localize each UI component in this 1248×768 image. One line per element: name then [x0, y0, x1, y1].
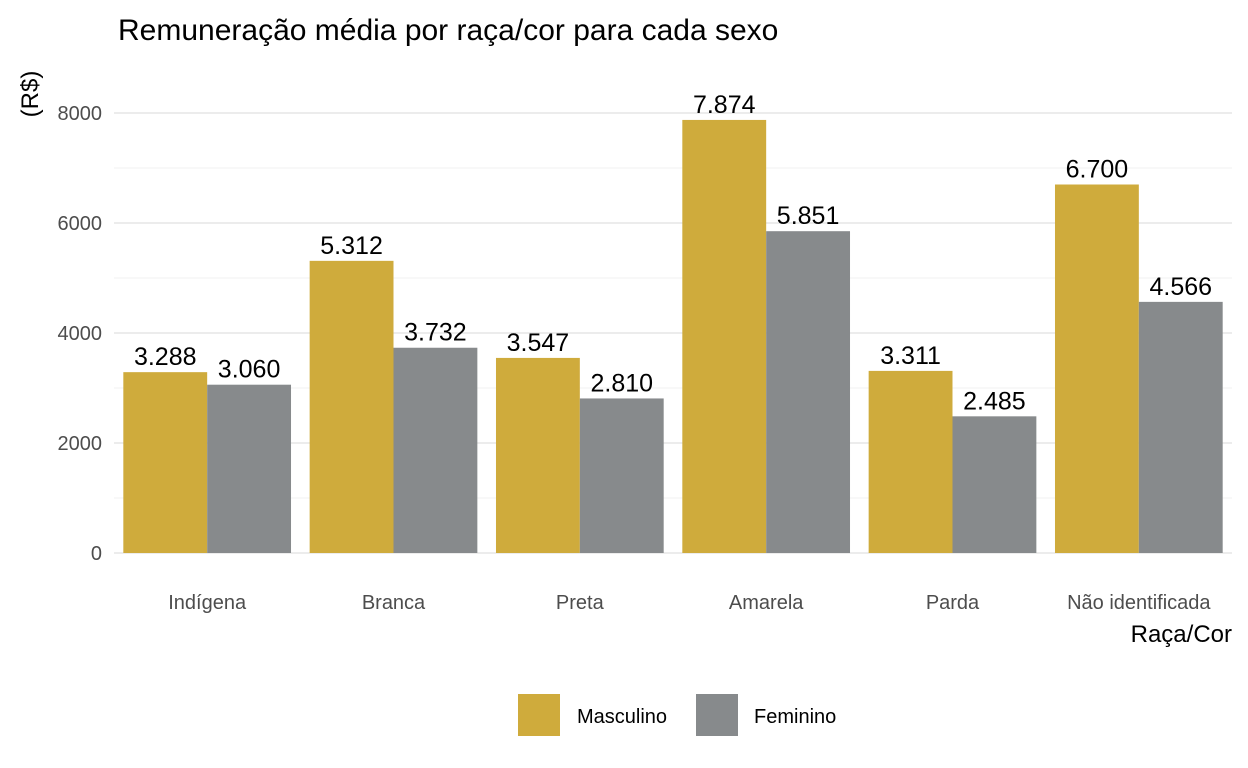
chart-title: Remuneração média por raça/cor para cada…	[118, 14, 778, 47]
bar-masculino-1	[123, 372, 208, 553]
legend: Masculino Feminino	[518, 694, 836, 736]
bar-masculino-6	[1054, 184, 1139, 553]
x-tick-label: Preta	[556, 592, 605, 614]
y-tick-labels: 0 2000 4000 6000 8000	[58, 103, 103, 565]
data-label: 3.060	[218, 356, 281, 384]
data-label: 3.732	[404, 319, 467, 347]
data-label: 6.700	[1066, 156, 1129, 184]
legend-swatch-masculino	[518, 694, 560, 736]
bar-masculino-2	[309, 260, 394, 553]
bar-masculino-5	[868, 370, 953, 553]
bar-feminino-1	[207, 384, 292, 553]
bar-feminino-2	[393, 347, 478, 553]
data-label: 3.288	[134, 343, 197, 371]
bar-feminino-6	[1138, 301, 1223, 553]
bar-feminino-4	[766, 231, 851, 553]
legend-label-masculino: Masculino	[577, 706, 667, 728]
data-label: 2.485	[963, 387, 1026, 415]
y-tick-label: 0	[91, 543, 102, 565]
data-label: 2.810	[590, 369, 653, 397]
data-label: 5.851	[777, 202, 840, 230]
bars	[123, 119, 1223, 554]
bar-masculino-3	[495, 357, 580, 553]
data-labels: 3.288 3.060 5.312 3.732 3.547 2.810 7.874 5.851…	[134, 91, 1212, 415]
x-tick-label: Branca	[362, 592, 426, 614]
y-tick-label: 6000	[58, 213, 103, 235]
grid-lines	[114, 112, 1232, 554]
data-label: 3.311	[880, 342, 941, 370]
y-tick-label: 4000	[58, 323, 103, 345]
bar-feminino-5	[952, 416, 1037, 553]
x-tick-label: Amarela	[729, 592, 804, 614]
x-tick-label: Não identificada	[1067, 592, 1211, 614]
data-label: 4.566	[1149, 273, 1212, 301]
bar-feminino-3	[579, 398, 664, 553]
x-axis-title: Raça/Cor	[1131, 621, 1232, 648]
y-tick-label: 8000	[58, 103, 103, 125]
legend-swatch-feminino	[696, 694, 738, 736]
data-label: 5.312	[320, 232, 383, 260]
data-label: 7.874	[693, 91, 756, 119]
x-tick-labels: Indígena Branca Preta Amarela Parda Não ident…	[168, 592, 1211, 614]
bar-masculino-4	[682, 119, 767, 554]
y-tick-label: 2000	[58, 433, 103, 455]
data-label: 3.547	[507, 329, 570, 357]
x-tick-label: Parda	[926, 592, 980, 614]
y-axis-title: (R$)	[17, 71, 44, 118]
x-tick-label: Indígena	[168, 592, 247, 614]
legend-label-feminino: Feminino	[754, 706, 836, 728]
